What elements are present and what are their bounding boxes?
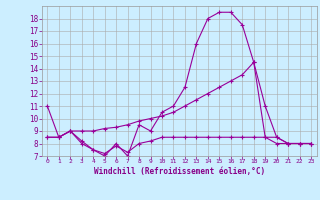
X-axis label: Windchill (Refroidissement éolien,°C): Windchill (Refroidissement éolien,°C) [94, 167, 265, 176]
